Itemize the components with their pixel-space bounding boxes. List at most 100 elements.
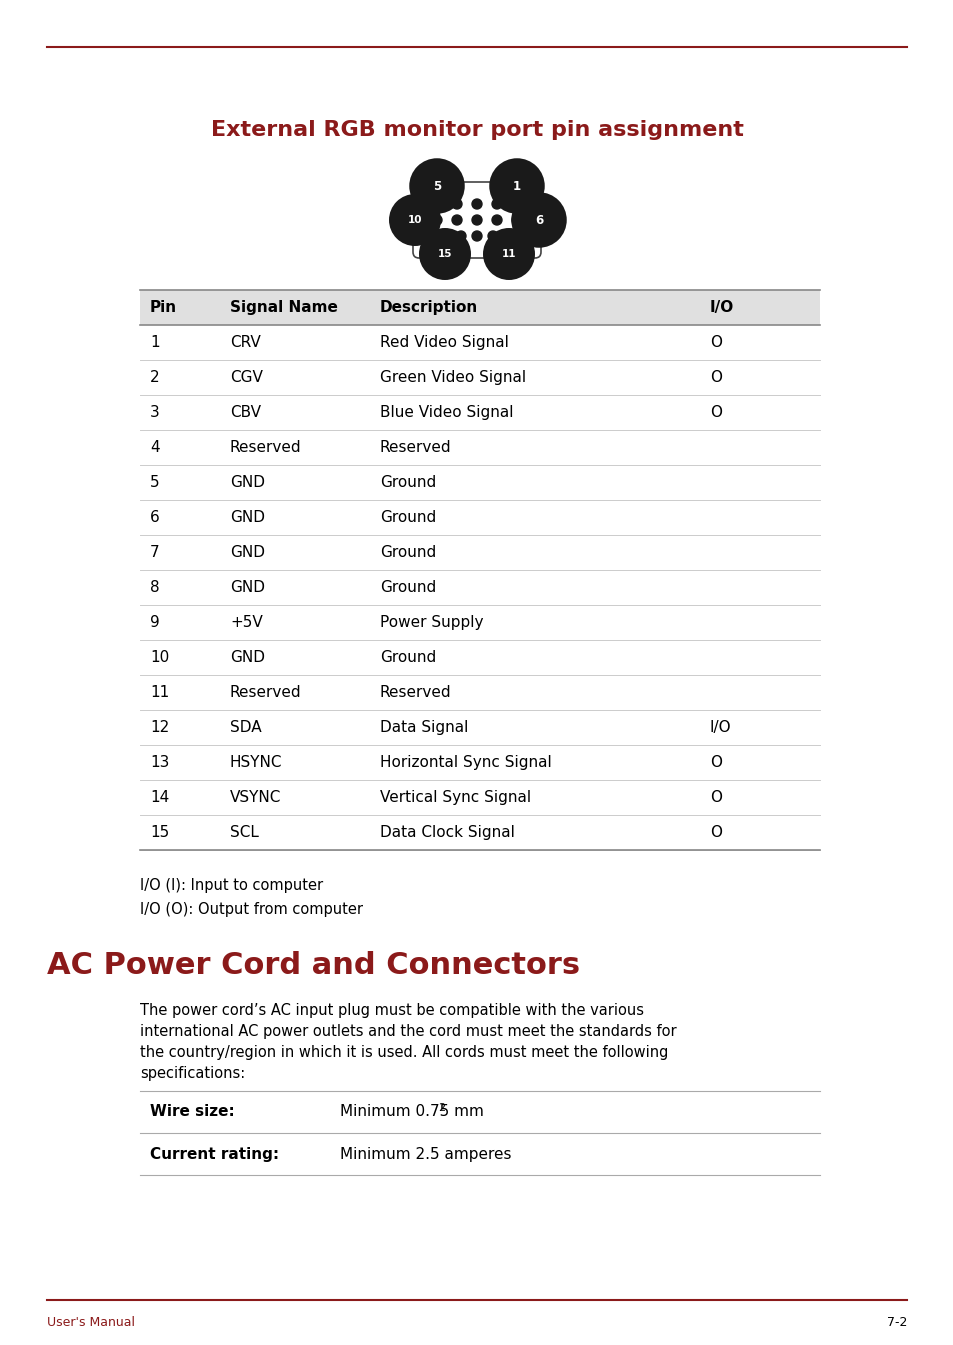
Text: 2: 2 [150, 370, 159, 385]
Text: GND: GND [230, 545, 265, 560]
Text: O: O [709, 824, 721, 841]
Text: Ground: Ground [379, 510, 436, 525]
Circle shape [439, 231, 450, 241]
Circle shape [432, 199, 441, 208]
Text: 6: 6 [535, 214, 542, 226]
Text: O: O [709, 405, 721, 420]
Bar [140, 640, 820, 675]
Text: 14: 14 [150, 790, 169, 806]
Bar [140, 570, 820, 605]
Text: Current rating:: Current rating: [150, 1146, 279, 1162]
Text: SCL: SCL [230, 824, 258, 841]
Text: Wire size:: Wire size: [150, 1104, 234, 1119]
Text: Vertical Sync Signal: Vertical Sync Signal [379, 790, 531, 806]
Circle shape [452, 215, 461, 225]
Text: I/O: I/O [709, 720, 731, 734]
FancyBboxPatch shape [413, 182, 540, 258]
Text: Reserved: Reserved [230, 440, 301, 455]
Text: I/O (I): Input to computer: I/O (I): Input to computer [140, 878, 323, 893]
Text: 6: 6 [150, 510, 159, 525]
Text: The power cord’s AC input plug must be compatible with the various
international: The power cord’s AC input plug must be c… [140, 1003, 676, 1081]
Text: 3: 3 [150, 405, 159, 420]
Text: GND: GND [230, 510, 265, 525]
Circle shape [488, 231, 497, 241]
Text: 5: 5 [150, 475, 159, 490]
Text: User's Manual: User's Manual [47, 1315, 135, 1329]
Text: 4: 4 [150, 440, 159, 455]
Text: VSYNC: VSYNC [230, 790, 281, 806]
Text: Reserved: Reserved [379, 440, 451, 455]
Circle shape [472, 231, 481, 241]
Circle shape [456, 231, 465, 241]
Text: Green Video Signal: Green Video Signal [379, 370, 525, 385]
Bar [140, 675, 820, 710]
Bar [140, 395, 820, 430]
Text: Minimum 2.5 amperes: Minimum 2.5 amperes [339, 1146, 511, 1162]
Text: Red Video Signal: Red Video Signal [379, 335, 508, 350]
Bar [140, 745, 820, 780]
Text: 11: 11 [150, 685, 169, 699]
Text: 7: 7 [150, 545, 159, 560]
Circle shape [492, 199, 501, 208]
Text: CGV: CGV [230, 370, 263, 385]
Bar [140, 325, 820, 360]
Text: Reserved: Reserved [379, 685, 451, 699]
Text: 9: 9 [150, 615, 159, 629]
Text: Data Signal: Data Signal [379, 720, 468, 734]
Bar [140, 500, 820, 535]
Circle shape [472, 199, 481, 208]
Text: I/O (O): Output from computer: I/O (O): Output from computer [140, 902, 363, 917]
Text: 1: 1 [513, 179, 520, 192]
Circle shape [452, 199, 461, 208]
Text: GND: GND [230, 650, 265, 664]
Text: Ground: Ground [379, 545, 436, 560]
Circle shape [512, 199, 521, 208]
Text: +5V: +5V [230, 615, 262, 629]
Bar [140, 780, 820, 815]
Text: 15: 15 [437, 249, 452, 260]
Text: Description: Description [379, 300, 477, 315]
Text: Horizontal Sync Signal: Horizontal Sync Signal [379, 755, 551, 769]
Bar [140, 291, 820, 325]
Bar [140, 710, 820, 745]
Text: 12: 12 [150, 720, 169, 734]
Text: GND: GND [230, 580, 265, 594]
Bar [140, 360, 820, 395]
Text: O: O [709, 335, 721, 350]
Text: 10: 10 [407, 215, 422, 225]
Text: Minimum 0.75 mm: Minimum 0.75 mm [339, 1104, 483, 1119]
Text: External RGB monitor port pin assignment: External RGB monitor port pin assignment [211, 120, 742, 140]
Text: O: O [709, 790, 721, 806]
Text: 15: 15 [150, 824, 169, 841]
Text: 13: 13 [150, 755, 170, 769]
Text: HSYNC: HSYNC [230, 755, 282, 769]
Circle shape [492, 215, 501, 225]
Text: 2: 2 [437, 1103, 445, 1114]
Circle shape [472, 215, 481, 225]
Text: Ground: Ground [379, 650, 436, 664]
Text: Data Clock Signal: Data Clock Signal [379, 824, 515, 841]
Bar [140, 535, 820, 570]
Text: AC Power Cord and Connectors: AC Power Cord and Connectors [47, 951, 579, 981]
Text: Ground: Ground [379, 580, 436, 594]
Text: O: O [709, 755, 721, 769]
Text: 11: 11 [501, 249, 516, 260]
Text: SDA: SDA [230, 720, 261, 734]
Text: CBV: CBV [230, 405, 261, 420]
Circle shape [432, 215, 441, 225]
Circle shape [512, 215, 521, 225]
Bar [140, 815, 820, 850]
Text: 10: 10 [150, 650, 169, 664]
Text: Signal Name: Signal Name [230, 300, 337, 315]
Text: 5: 5 [433, 179, 440, 192]
Bar [140, 605, 820, 640]
Text: GND: GND [230, 475, 265, 490]
Text: Power Supply: Power Supply [379, 615, 483, 629]
Text: 7-2: 7-2 [885, 1315, 906, 1329]
Text: O: O [709, 370, 721, 385]
Text: Ground: Ground [379, 475, 436, 490]
Bar [140, 430, 820, 465]
Text: CRV: CRV [230, 335, 260, 350]
Circle shape [503, 231, 514, 241]
Text: Blue Video Signal: Blue Video Signal [379, 405, 513, 420]
